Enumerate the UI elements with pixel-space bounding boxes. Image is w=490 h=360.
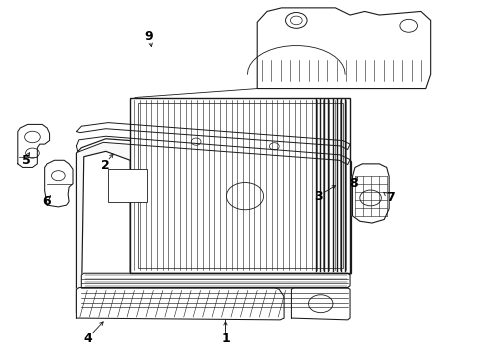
Polygon shape <box>76 123 350 149</box>
Polygon shape <box>18 125 49 167</box>
Text: 8: 8 <box>350 177 358 190</box>
Polygon shape <box>352 164 389 223</box>
Bar <box>130 98 350 273</box>
Polygon shape <box>292 288 350 320</box>
Text: 2: 2 <box>101 159 110 172</box>
Polygon shape <box>76 136 350 165</box>
Text: 6: 6 <box>42 195 50 208</box>
Bar <box>138 103 343 268</box>
Polygon shape <box>81 273 350 288</box>
Text: 3: 3 <box>314 190 322 203</box>
Text: 9: 9 <box>145 30 153 43</box>
Polygon shape <box>45 160 73 207</box>
Polygon shape <box>76 139 351 313</box>
Text: 1: 1 <box>221 332 230 345</box>
Text: 5: 5 <box>22 154 30 167</box>
Bar <box>108 169 147 202</box>
Polygon shape <box>76 288 284 320</box>
Polygon shape <box>257 8 431 89</box>
Text: 7: 7 <box>386 192 394 204</box>
Text: 4: 4 <box>83 332 92 345</box>
